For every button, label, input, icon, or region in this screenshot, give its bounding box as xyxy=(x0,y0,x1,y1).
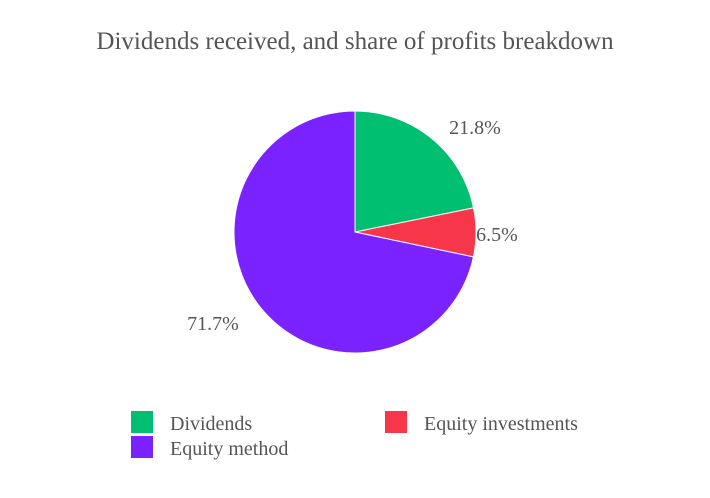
slice-label-equity-method: 71.7% xyxy=(187,313,239,335)
pie-slices xyxy=(233,110,477,354)
legend-label-dividends: Dividends xyxy=(170,413,252,435)
legend-swatch-equity-investments xyxy=(385,411,407,433)
legend-item-dividends: Dividends xyxy=(131,411,252,435)
legend-label-equity-investments: Equity investments xyxy=(424,413,578,435)
legend-swatch-dividends xyxy=(131,411,153,433)
pie-labels: 21.8% 6.5% 71.7% xyxy=(187,117,518,335)
pie-slice-dividends xyxy=(354,110,475,233)
legend-item-equity-investments: Equity investments xyxy=(385,411,578,435)
pie-slice-equity-method xyxy=(233,110,475,354)
legend: Dividends Equity investments Equity method xyxy=(131,411,578,460)
legend-swatch-equity-method xyxy=(131,436,153,458)
slice-label-equity-investments: 6.5% xyxy=(476,224,518,246)
chart-title: Dividends received, and share of profits… xyxy=(96,28,614,55)
legend-item-equity-method: Equity method xyxy=(131,436,288,460)
slice-label-dividends: 21.8% xyxy=(449,117,501,139)
legend-label-equity-method: Equity method xyxy=(170,438,288,460)
